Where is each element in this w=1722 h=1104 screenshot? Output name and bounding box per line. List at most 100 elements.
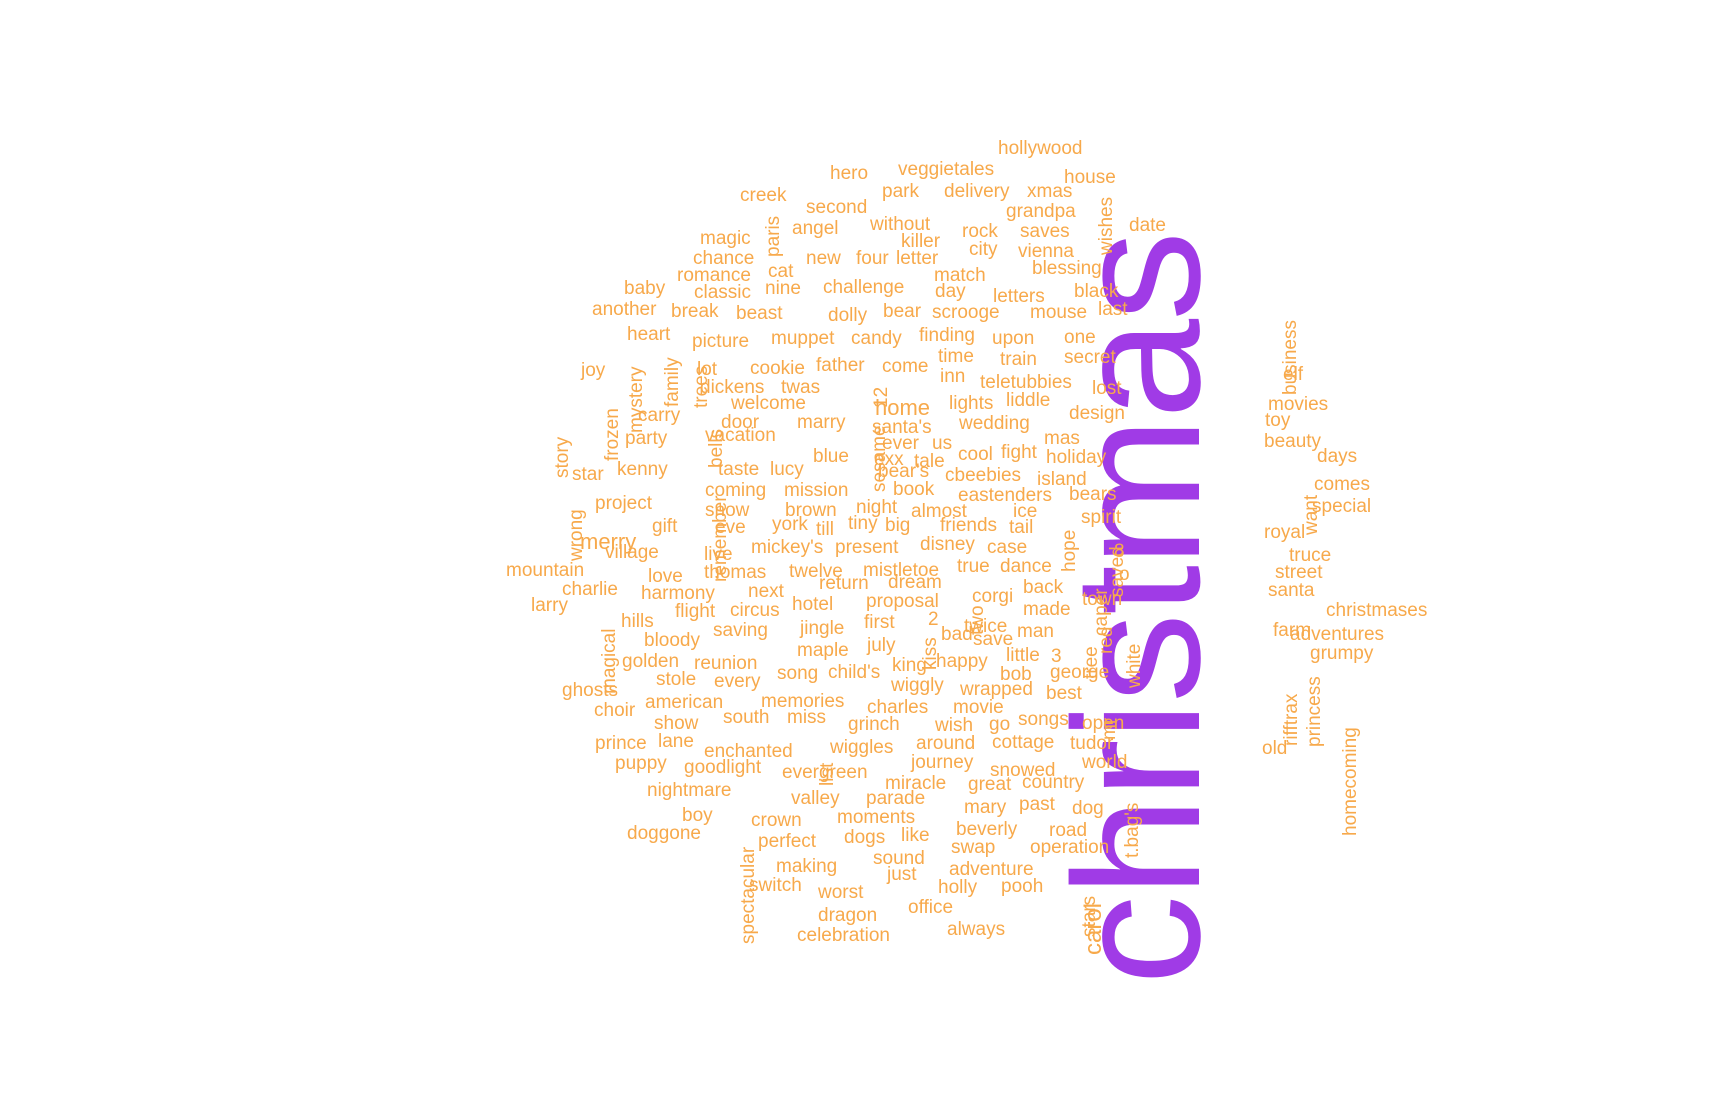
word-save: save xyxy=(973,629,1014,650)
word-truce: truce xyxy=(1289,545,1332,566)
word-welcome: welcome xyxy=(731,393,806,414)
word-big: big xyxy=(885,515,911,536)
word-spirit: spirit xyxy=(1081,507,1122,528)
word-journey: journey xyxy=(911,752,974,773)
word-open: open xyxy=(1082,713,1125,734)
word-another: another xyxy=(592,299,657,320)
word-friends: friends xyxy=(940,515,998,536)
word-movie: movie xyxy=(953,697,1004,718)
word-evergreen: evergreen xyxy=(782,762,868,783)
word-holly: holly xyxy=(938,877,978,898)
word-puppy: puppy xyxy=(615,753,667,774)
word-lucy: lucy xyxy=(770,459,804,480)
word-harmony: harmony xyxy=(641,583,715,604)
word-time: time xyxy=(938,346,974,367)
word-lights: lights xyxy=(949,393,994,414)
word-till: till xyxy=(816,519,834,540)
word-joy: joy xyxy=(581,360,606,381)
word-crown: crown xyxy=(751,810,802,831)
word-city: city xyxy=(969,239,998,260)
word-cookie: cookie xyxy=(750,358,805,379)
word-t-bag-s: t.bag's xyxy=(1122,802,1143,858)
word-bears: bears xyxy=(1069,484,1117,505)
word-inn: inn xyxy=(940,366,966,387)
word-wiggles: wiggles xyxy=(830,737,894,758)
word-goodlight: goodlight xyxy=(684,757,762,778)
word-twice: twice xyxy=(964,616,1008,637)
word-hope: hope xyxy=(1059,529,1080,572)
word-twas: twas xyxy=(781,377,821,398)
word-wedding: wedding xyxy=(959,413,1030,434)
word-door: door xyxy=(721,412,760,433)
word-happy: happy xyxy=(936,651,988,672)
word-scrooge: scrooge xyxy=(932,302,1000,323)
word-york: york xyxy=(772,514,808,535)
word-taste: taste xyxy=(718,459,760,480)
word-royal: royal xyxy=(1264,522,1306,543)
word-star: star xyxy=(572,464,604,485)
word-story: story xyxy=(552,436,573,478)
word-design: design xyxy=(1069,403,1125,424)
word-merry: merry xyxy=(580,529,637,554)
word-break: break xyxy=(671,301,719,322)
word-show: show xyxy=(654,713,699,734)
word-snowed: snowed xyxy=(990,760,1056,781)
word-made: made xyxy=(1023,599,1071,620)
word-hills: hills xyxy=(621,611,654,632)
word-eve: eve xyxy=(715,517,746,538)
word-prince: prince xyxy=(595,733,647,754)
word-farm: farm xyxy=(1273,620,1311,641)
word-switch: switch xyxy=(749,875,802,896)
word-grumpy: grumpy xyxy=(1310,643,1374,664)
word-tale: tale xyxy=(914,451,945,472)
word-country: country xyxy=(1022,772,1085,793)
word-lot: lot xyxy=(697,359,718,380)
word-beauty: beauty xyxy=(1264,431,1322,452)
word-golden: golden xyxy=(622,651,680,672)
word-special: special xyxy=(1312,496,1372,517)
word-hollywood: hollywood xyxy=(998,138,1083,159)
word-upon: upon xyxy=(992,328,1035,349)
word-book: book xyxy=(893,479,935,500)
word-choir: choir xyxy=(594,700,636,721)
word-grandpa: grandpa xyxy=(1006,201,1076,222)
word-street: street xyxy=(1275,562,1323,583)
word-romance: romance xyxy=(677,265,751,286)
word-candy: candy xyxy=(851,328,902,349)
word-sound: sound xyxy=(873,848,925,869)
word-frozen: frozen xyxy=(602,408,623,461)
word-blue: blue xyxy=(813,446,849,467)
word-father: father xyxy=(816,355,865,376)
word-old: old xyxy=(1262,738,1288,759)
word-angel: angel xyxy=(792,218,839,239)
word-park: park xyxy=(882,181,919,202)
word-creek: creek xyxy=(740,185,787,206)
word-last: last xyxy=(1098,299,1128,320)
word-love: love xyxy=(648,566,683,587)
word-every: every xyxy=(714,671,761,692)
word-princess: princess xyxy=(1304,676,1325,747)
word-man: man xyxy=(1017,621,1054,642)
word-dickens: dickens xyxy=(700,377,765,398)
word-july: july xyxy=(867,635,896,656)
word-us: us xyxy=(932,433,953,454)
word-teletubbies: teletubbies xyxy=(980,372,1072,393)
word-return: return xyxy=(819,573,869,594)
word-santa-s: santa's xyxy=(872,417,932,438)
word-adventures: adventures xyxy=(1290,624,1385,645)
word-true: true xyxy=(957,556,990,577)
word-reunion: reunion xyxy=(694,653,758,674)
word-celebration: celebration xyxy=(797,925,890,946)
word-veggietales: veggietales xyxy=(898,159,995,180)
word-past: past xyxy=(1019,794,1055,815)
word-christmases: christmases xyxy=(1326,600,1428,621)
word-go: go xyxy=(989,714,1011,735)
word-south: south xyxy=(723,707,770,728)
word-dolly: dolly xyxy=(828,305,868,326)
word-almost: almost xyxy=(911,501,967,522)
word-3: 3 xyxy=(1051,646,1062,667)
word-charles: charles xyxy=(867,697,929,718)
word-magic: magic xyxy=(700,228,751,249)
word-vienna: vienna xyxy=(1018,241,1074,262)
